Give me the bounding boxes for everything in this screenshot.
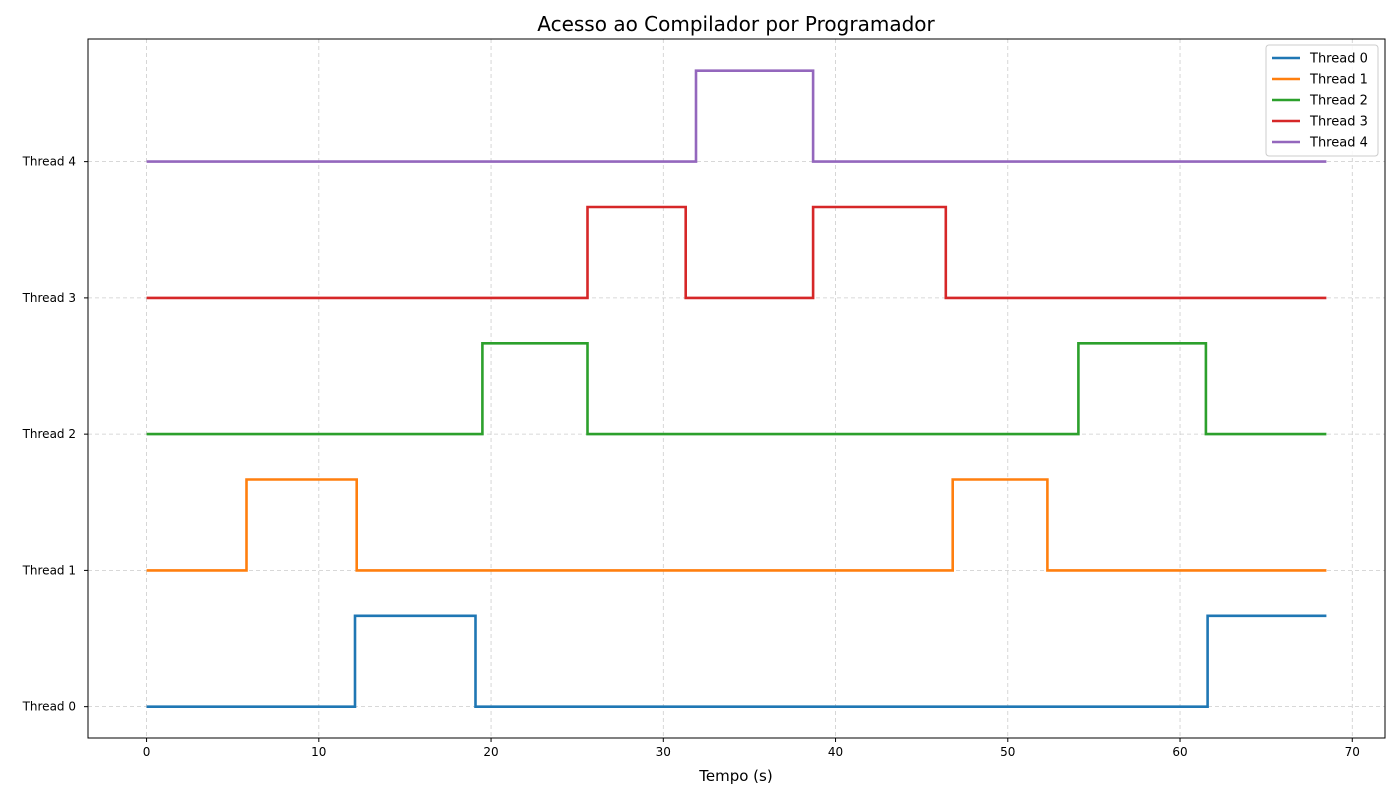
- series-line-thread-2: [146, 341, 1327, 436]
- x-tick-label: 40: [828, 745, 843, 759]
- y-tick-label: Thread 0: [22, 700, 76, 714]
- legend-label: Thread 2: [1309, 94, 1368, 109]
- x-tick-label: 30: [656, 745, 671, 759]
- y-tick-label: Thread 4: [22, 155, 76, 169]
- grid-layer: [88, 39, 1385, 738]
- x-axis-ticks: 0 10 20 30 40 50 60 70: [143, 738, 1360, 759]
- x-axis-label: Tempo (s): [698, 767, 772, 785]
- plot-frame: [87, 38, 1386, 739]
- x-tick-label: 70: [1345, 745, 1360, 759]
- y-tick-label: Thread 1: [22, 563, 76, 577]
- series-layer: [146, 69, 1327, 709]
- legend-label: Thread 4: [1309, 136, 1368, 151]
- x-tick-label: 60: [1172, 745, 1187, 759]
- series-line-thread-1: [146, 478, 1327, 572]
- x-tick-label: 10: [311, 745, 326, 759]
- legend: Thread 0 Thread 1 Thread 2 Thread 3 Thread 4: [1265, 44, 1379, 157]
- x-tick-label: 20: [483, 745, 498, 759]
- y-tick-label: Thread 3: [22, 291, 76, 305]
- y-axis-ticks: Thread 0 Thread 1 Thread 2 Thread 3 Thread 4: [22, 155, 88, 714]
- chart-title: Acesso ao Compilador por Programador: [537, 12, 935, 36]
- series-line-thread-3: [146, 205, 1327, 300]
- x-tick-label: 50: [1000, 745, 1015, 759]
- legend-box: [1265, 44, 1379, 157]
- legend-label: Thread 1: [1309, 73, 1368, 88]
- legend-label: Thread 3: [1309, 115, 1368, 130]
- y-tick-label: Thread 2: [22, 427, 76, 441]
- series-line-thread-0: [146, 614, 1327, 709]
- legend-label: Thread 0: [1309, 52, 1368, 67]
- series-line-thread-4: [146, 69, 1327, 163]
- x-tick-label: 0: [143, 745, 151, 759]
